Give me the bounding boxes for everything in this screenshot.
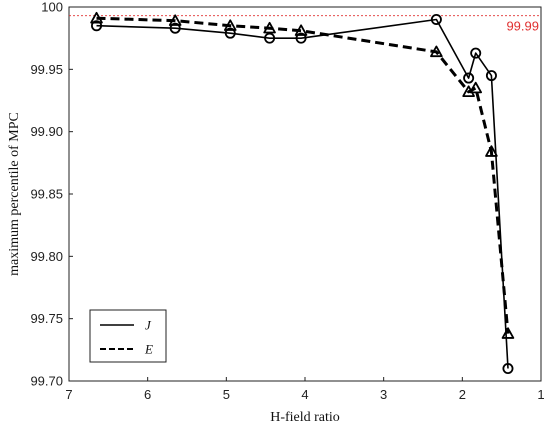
legend: JE [89,309,167,363]
x-axis-label: H-field ratio [270,410,340,425]
reference-line-group: 99.99 [69,15,541,34]
legend-label-E: E [144,342,153,357]
series-J-point [91,20,103,32]
series-E-point [90,11,103,24]
series-E-point [430,45,443,58]
series-E-point [294,24,308,36]
reference-line-label: 99.99 [506,19,539,34]
series-E [90,11,515,339]
legend-label-J: J [145,318,152,333]
series-J-point [295,32,307,44]
series-E-point [223,19,237,31]
series-J-point [463,72,475,84]
series-E-point [501,327,515,339]
series-J-point [502,363,514,375]
series-E-point [168,14,182,26]
series-line-J [96,18,509,369]
x-tick-label: 7 [65,387,72,402]
y-tick-label: 99.80 [30,249,63,264]
series-J-point [470,47,482,59]
y-axis: 99.70 99.75 99.80 99.85 99.90 99.95 100 [30,0,73,389]
series-E-point [485,145,498,157]
series-J-point [224,27,236,39]
series-E-point [469,81,483,94]
series-line-E [96,16,510,334]
series-J [91,13,514,375]
x-tick-label: 6 [144,387,151,402]
y-tick-label: 99.70 [30,374,63,389]
x-tick-label: 2 [459,387,466,402]
y-tick-label: 99.85 [30,187,63,202]
y-tick-label: 99.75 [30,311,63,326]
x-tick-label: 4 [301,387,308,402]
series-J-point [169,22,181,34]
legend-box [89,309,167,363]
x-tick-label: 5 [223,387,230,402]
series-layer [90,11,515,375]
y-tick-label: 99.90 [30,124,63,139]
y-axis-label: maximum percentile of MPC [7,112,22,276]
series-E-point [263,21,276,34]
y-tick-label: 99.95 [30,62,63,77]
x-tick-label: 3 [380,387,387,402]
series-J-point [430,13,442,25]
x-tick-label: 1 [537,387,544,402]
x-axis: 7 6 5 4 3 2 1 [65,377,545,402]
series-J-point [264,32,276,44]
series-J-point [485,70,497,82]
y-tick-label: 100 [41,0,63,15]
